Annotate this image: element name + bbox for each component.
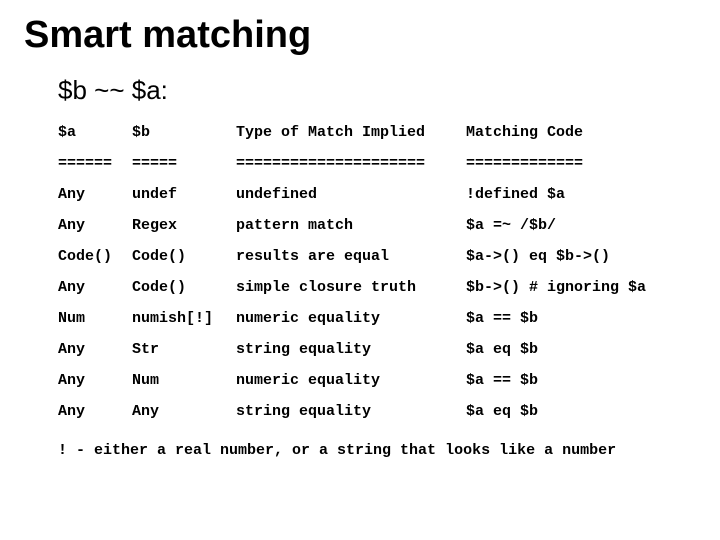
col-header-d: Matching Code (466, 124, 658, 155)
cell-b: Num (132, 372, 236, 403)
cell-b: Str (132, 341, 236, 372)
table-row: Code()Code()results are equal$a->() eq $… (58, 248, 658, 279)
table-rule-row: ====== ===== ===================== =====… (58, 155, 658, 186)
cell-c: undefined (236, 186, 466, 217)
cell-d: $a =~ /$b/ (466, 217, 658, 248)
cell-d: $b->() # ignoring $a (466, 279, 658, 310)
cell-c: string equality (236, 341, 466, 372)
footnote: ! - either a real number, or a string th… (58, 442, 696, 459)
table-row: AnyCode()simple closure truth$b->() # ig… (58, 279, 658, 310)
table-row: AnyAnystring equality$a eq $b (58, 403, 658, 434)
cell-c: numeric equality (236, 310, 466, 341)
table-row: AnyNumnumeric equality$a == $b (58, 372, 658, 403)
cell-b: Regex (132, 217, 236, 248)
cell-a: Any (58, 217, 132, 248)
cell-c: results are equal (236, 248, 466, 279)
page-title: Smart matching (24, 14, 696, 57)
cell-a: Any (58, 279, 132, 310)
cell-b: numish[!] (132, 310, 236, 341)
rule-d: ============= (466, 155, 658, 186)
cell-b: Code() (132, 279, 236, 310)
table-row: AnyRegexpattern match$a =~ /$b/ (58, 217, 658, 248)
rule-b: ===== (132, 155, 236, 186)
cell-d: $a->() eq $b->() (466, 248, 658, 279)
table-header-row: $a $b Type of Match Implied Matching Cod… (58, 124, 658, 155)
table-row: Numnumish[!]numeric equality$a == $b (58, 310, 658, 341)
table-row: Anyundefundefined!defined $a (58, 186, 658, 217)
cell-a: Any (58, 341, 132, 372)
col-header-b: $b (132, 124, 236, 155)
table-body: Anyundefundefined!defined $aAnyRegexpatt… (58, 186, 658, 434)
cell-c: numeric equality (236, 372, 466, 403)
cell-c: string equality (236, 403, 466, 434)
cell-b: Code() (132, 248, 236, 279)
cell-d: $a == $b (466, 372, 658, 403)
cell-b: undef (132, 186, 236, 217)
cell-a: Code() (58, 248, 132, 279)
cell-d: $a eq $b (466, 403, 658, 434)
cell-a: Any (58, 186, 132, 217)
rule-c: ===================== (236, 155, 466, 186)
cell-d: $a eq $b (466, 341, 658, 372)
cell-d: $a == $b (466, 310, 658, 341)
rule-a: ====== (58, 155, 132, 186)
cell-c: simple closure truth (236, 279, 466, 310)
slide: Smart matching $b ~~ $a: $a $b Type of M… (0, 0, 720, 540)
cell-d: !defined $a (466, 186, 658, 217)
cell-b: Any (132, 403, 236, 434)
col-header-c: Type of Match Implied (236, 124, 466, 155)
cell-a: Num (58, 310, 132, 341)
col-header-a: $a (58, 124, 132, 155)
cell-a: Any (58, 403, 132, 434)
table-row: AnyStrstring equality$a eq $b (58, 341, 658, 372)
subtitle-expression: $b ~~ $a: (58, 75, 696, 106)
cell-a: Any (58, 372, 132, 403)
match-table: $a $b Type of Match Implied Matching Cod… (58, 124, 658, 434)
cell-c: pattern match (236, 217, 466, 248)
